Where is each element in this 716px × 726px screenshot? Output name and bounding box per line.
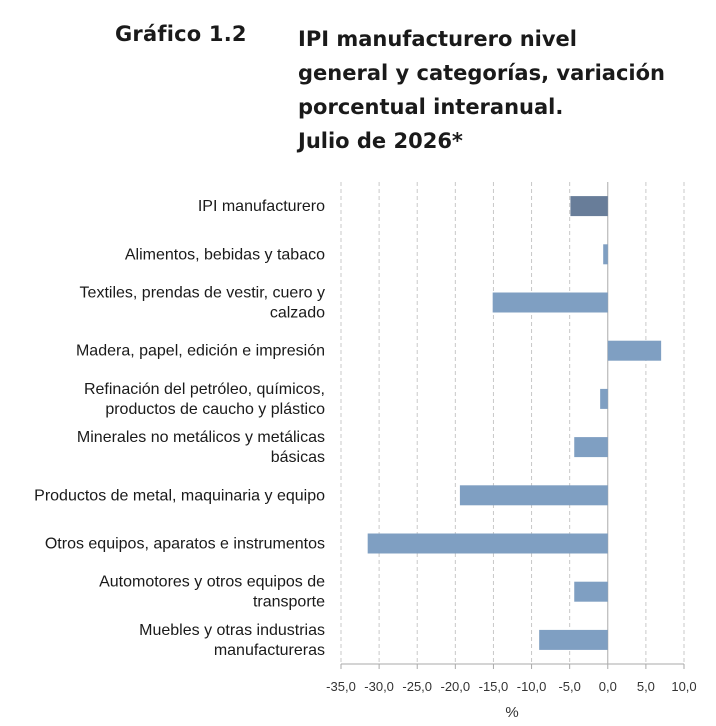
category-label: manufactureras <box>214 642 325 659</box>
bar <box>607 340 662 361</box>
chart-title-line: IPI manufacturero nivel <box>298 27 577 51</box>
chart-title-line: general y categorías, variación <box>298 61 665 85</box>
category-label: Muebles y otras industrias <box>139 622 325 639</box>
x-tick-label: -5,0 <box>558 679 580 694</box>
chart-title: IPI manufacturero nivel general y catego… <box>298 22 708 158</box>
category-label: transporte <box>253 594 325 611</box>
x-tick-label: 10,0 <box>671 679 696 694</box>
x-tick-label: -35,0 <box>326 679 356 694</box>
category-labels: IPI manufacturero Alimentos, bebidas y ta… <box>34 198 325 659</box>
category-label: IPI manufacturero <box>198 198 325 215</box>
chart-number-label: Gráfico 1.2 <box>115 22 247 46</box>
grid-lines <box>340 182 685 669</box>
category-label: productos de caucho y plástico <box>105 401 325 418</box>
bars <box>367 196 662 650</box>
category-label: Alimentos, bebidas y tabaco <box>125 246 325 263</box>
bar <box>367 533 608 554</box>
bar <box>600 388 608 409</box>
category-label: Otros equipos, aparatos e instrumentos <box>45 536 325 553</box>
bar <box>574 581 608 602</box>
category-label: Automotores y otros equipos de <box>99 574 325 591</box>
category-label: Productos de metal, maquinaria y equipo <box>34 487 325 504</box>
x-axis-label: % <box>505 704 518 721</box>
x-tick-label: -10,0 <box>517 679 547 694</box>
category-label: Textiles, prendas de vestir, cuero y <box>80 285 325 302</box>
category-label: Minerales no metálicos y metálicas <box>77 429 325 446</box>
bar <box>459 485 608 506</box>
x-tick-label: -20,0 <box>441 679 471 694</box>
x-tick-label: -25,0 <box>402 679 432 694</box>
bar <box>574 437 608 458</box>
bar <box>492 292 608 313</box>
x-tick-label: 0,0 <box>599 679 617 694</box>
x-tick-label: 5,0 <box>637 679 655 694</box>
category-label: Refinación del petróleo, químicos, <box>84 381 325 398</box>
bar <box>539 629 608 650</box>
category-label: calzado <box>270 305 325 322</box>
bar <box>570 196 608 217</box>
x-tick-label: -15,0 <box>479 679 509 694</box>
category-label: básicas <box>271 449 325 466</box>
category-label: Madera, papel, edición e impresión <box>76 343 325 360</box>
x-tick-label: -30,0 <box>364 679 394 694</box>
bar <box>603 244 608 265</box>
chart-title-line: porcentual interanual. <box>298 95 564 119</box>
chart-title-line: Julio de 2026* <box>298 129 463 153</box>
x-tick-labels: -35,0 -30,0 -25,0 -20,0 -15,0 -10,0 -5,0 0,0 5,0… <box>326 679 696 694</box>
